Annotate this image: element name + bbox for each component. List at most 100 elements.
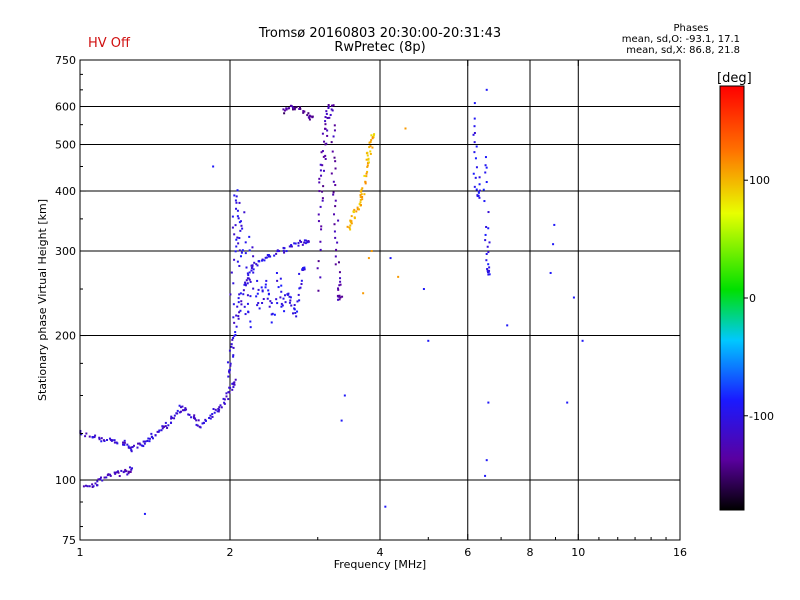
echo-point: [366, 165, 369, 168]
echo-point: [337, 295, 340, 298]
echo-point: [226, 361, 229, 364]
echo-point: [487, 273, 490, 276]
echo-point: [364, 182, 367, 185]
echo-point: [97, 478, 100, 481]
echo-point: [477, 191, 480, 194]
echo-point: [473, 151, 476, 154]
echo-point: [360, 193, 363, 196]
echo-point: [232, 355, 235, 358]
echo-point: [343, 394, 346, 397]
echo-point: [240, 251, 243, 254]
echo-point: [289, 299, 292, 302]
echo-point: [334, 167, 337, 170]
echo-point: [113, 441, 116, 444]
echo-point: [333, 124, 336, 127]
echo-point: [302, 266, 305, 269]
echo-point: [299, 239, 302, 242]
echo-point: [251, 264, 254, 267]
echo-point: [352, 210, 355, 213]
echo-point: [178, 404, 181, 407]
y-tick-label: 300: [55, 245, 76, 258]
echo-point: [294, 242, 297, 245]
echo-point: [128, 470, 131, 473]
echo-point: [164, 425, 167, 428]
echo-point: [332, 193, 335, 196]
echo-point: [311, 115, 314, 118]
echo-point: [330, 141, 333, 144]
echo-point: [170, 417, 173, 420]
echo-point: [371, 146, 374, 149]
echo-point: [235, 195, 238, 198]
echo-point: [285, 250, 288, 253]
echo-point: [486, 267, 489, 270]
echo-point: [356, 206, 359, 209]
echo-point: [84, 435, 87, 438]
echo-point: [276, 302, 279, 305]
echo-point: [321, 150, 324, 153]
echo-point: [108, 437, 111, 440]
echo-point: [476, 194, 479, 197]
echo-point: [96, 484, 99, 487]
echo-point: [234, 224, 237, 227]
echo-point: [98, 436, 101, 439]
echo-point: [227, 370, 230, 373]
hv-status: HV Off: [88, 36, 130, 51]
echo-point: [236, 215, 239, 218]
echo-point: [287, 107, 290, 110]
echo-point: [361, 198, 364, 201]
echo-point: [161, 425, 164, 428]
echo-point: [116, 442, 119, 445]
echo-point: [484, 239, 487, 242]
echo-point: [240, 300, 243, 303]
echo-point: [350, 222, 353, 225]
echo-point: [283, 109, 286, 112]
echo-point: [235, 201, 238, 204]
echo-point: [326, 129, 329, 132]
echo-point: [308, 116, 311, 119]
echo-point: [300, 240, 303, 243]
echo-point: [187, 413, 190, 416]
echo-point: [572, 296, 575, 299]
echo-point: [319, 276, 322, 279]
echo-point: [333, 223, 336, 226]
echo-point: [238, 264, 241, 267]
echo-point: [334, 255, 337, 258]
echo-point: [185, 408, 188, 411]
echo-point: [297, 293, 300, 296]
echo-point: [228, 349, 231, 352]
echo-point: [280, 305, 283, 308]
echo-point: [475, 188, 478, 191]
echo-point: [484, 233, 487, 236]
echo-point: [184, 407, 187, 410]
echo-point: [252, 268, 255, 271]
echo-point: [232, 336, 235, 339]
echo-point: [338, 284, 341, 287]
echo-point: [290, 105, 293, 108]
echo-point: [235, 207, 238, 210]
echo-point: [372, 136, 375, 139]
echo-point: [244, 283, 247, 286]
echo-point: [239, 292, 242, 295]
echo-point: [275, 252, 278, 255]
echo-point: [355, 210, 358, 213]
echo-point: [114, 472, 117, 475]
echo-point: [267, 293, 270, 296]
echo-point: [275, 298, 278, 301]
echo-point: [99, 478, 102, 481]
echo-point: [473, 131, 476, 134]
echo-point: [107, 473, 110, 476]
echo-point: [359, 204, 362, 207]
echo-point: [320, 174, 323, 177]
echo-point: [319, 169, 322, 172]
echo-point: [317, 213, 320, 216]
echo-point: [485, 181, 488, 184]
echo-point: [270, 302, 273, 305]
echo-point: [166, 426, 169, 429]
echo-point: [241, 227, 244, 230]
echo-point: [109, 438, 112, 441]
echo-point: [239, 309, 242, 312]
echo-point: [100, 437, 103, 440]
echo-point: [485, 253, 488, 256]
x-tick-label: 4: [377, 546, 384, 559]
echo-point: [285, 107, 288, 110]
